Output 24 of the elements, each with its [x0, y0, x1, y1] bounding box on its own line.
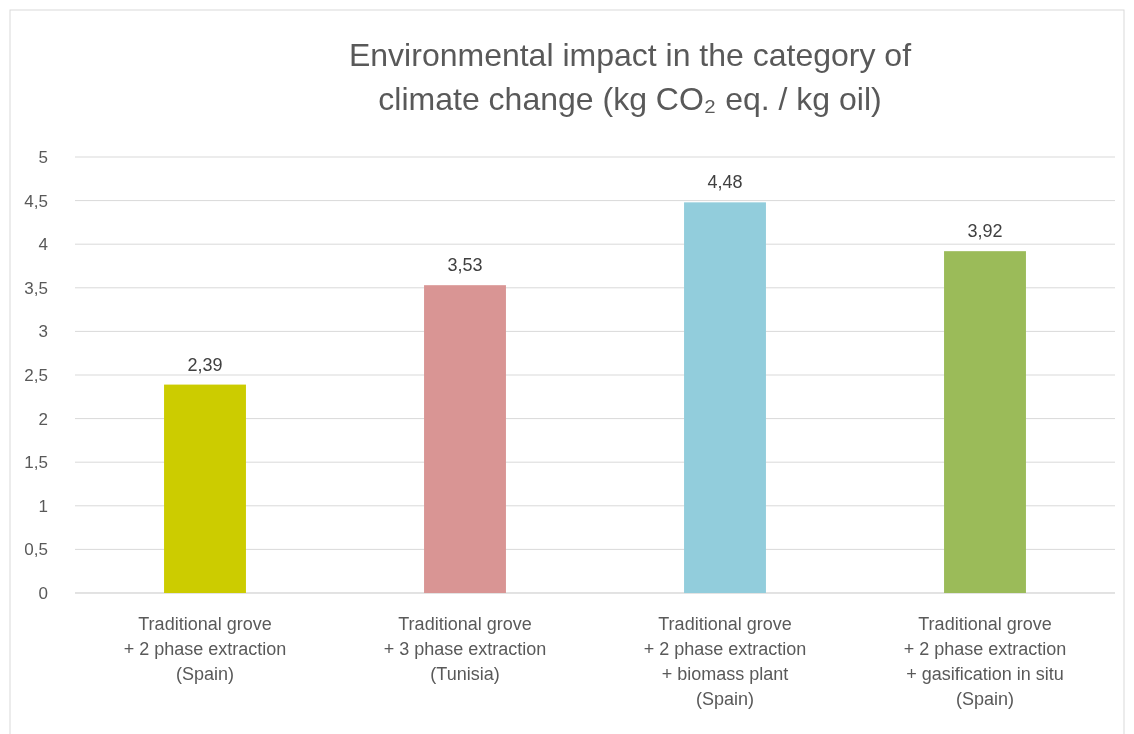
x-tick-label: Traditional grove + 2 phase extraction + biomass plant (Spain): [643, 614, 807, 709]
y-tick-label: 0,5: [24, 540, 48, 560]
data-label: 4,48: [707, 172, 743, 193]
chart-title: Environmental impact in the category of climate change (kg CO₂ eq. / kg oil): [348, 37, 912, 117]
y-tick-label: 1: [38, 496, 48, 516]
bar: [944, 251, 1026, 593]
y-tick-label: 1,5: [24, 453, 48, 473]
data-label: 2,39: [187, 354, 223, 375]
y-tick-label: 5: [38, 148, 48, 167]
bar: [424, 285, 506, 593]
data-label: 3,53: [447, 255, 483, 276]
x-tick-label: Traditional grove + 3 phase extraction (Tunisia): [383, 614, 547, 684]
bar: [684, 202, 766, 593]
data-label: 3,92: [967, 221, 1003, 242]
y-tick-label: 2,5: [24, 366, 48, 385]
y-tick-label: 4: [38, 235, 48, 255]
y-tick-label: 0: [38, 584, 48, 603]
y-tick-label: 2: [38, 409, 48, 429]
y-tick-label: 3,5: [24, 278, 48, 298]
x-tick-label: Traditional grove + 2 phase extraction + gasification in situ (Spain): [903, 614, 1067, 709]
y-tick-label: 3: [38, 322, 48, 342]
y-tick-label: 4,5: [24, 191, 48, 211]
x-tick-label: Traditional grove + 2 phase extraction (Spain): [123, 614, 287, 684]
bar: [164, 384, 246, 593]
